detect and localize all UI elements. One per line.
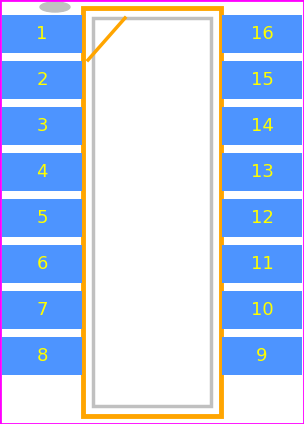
Bar [2, 15, 82, 53]
Bar [2, 337, 82, 375]
Text: 2: 2 [36, 71, 48, 89]
Bar [222, 245, 302, 283]
Bar [2, 291, 82, 329]
Text: 11: 11 [250, 255, 273, 273]
Text: 7: 7 [36, 301, 48, 319]
Bar [93, 18, 211, 406]
Bar [83, 8, 221, 416]
Bar [222, 291, 302, 329]
Bar [222, 107, 302, 145]
Bar [222, 337, 302, 375]
Text: 10: 10 [251, 301, 273, 319]
Text: 16: 16 [250, 25, 273, 43]
Bar [222, 153, 302, 191]
Text: 15: 15 [250, 71, 273, 89]
Bar [2, 245, 82, 283]
Text: 9: 9 [256, 347, 268, 365]
Text: 1: 1 [36, 25, 48, 43]
Text: 12: 12 [250, 209, 273, 227]
Ellipse shape [40, 2, 70, 12]
Bar [222, 199, 302, 237]
Bar [2, 153, 82, 191]
Text: 5: 5 [36, 209, 48, 227]
Text: 4: 4 [36, 163, 48, 181]
Bar [2, 61, 82, 99]
Text: 3: 3 [36, 117, 48, 135]
Bar [2, 107, 82, 145]
Text: 14: 14 [250, 117, 273, 135]
Text: 6: 6 [36, 255, 48, 273]
Bar [222, 61, 302, 99]
Text: 8: 8 [36, 347, 48, 365]
Bar [2, 199, 82, 237]
Bar [222, 15, 302, 53]
Text: 13: 13 [250, 163, 273, 181]
